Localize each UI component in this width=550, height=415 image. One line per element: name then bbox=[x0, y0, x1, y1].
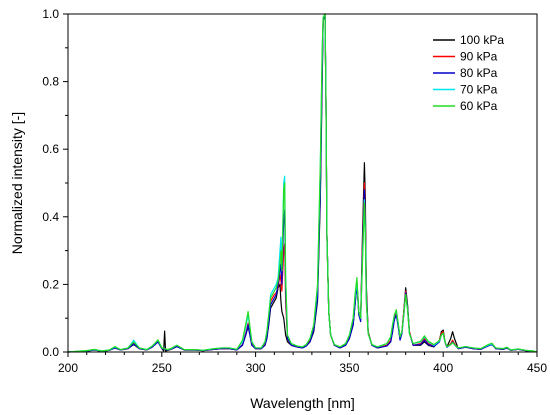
plot-frame bbox=[67, 13, 538, 353]
x-tick-label: 200 bbox=[58, 361, 78, 375]
legend-label: 70 kPa bbox=[460, 83, 498, 97]
legend-label: 60 kPa bbox=[460, 99, 498, 113]
series-line-1 bbox=[67, 13, 538, 353]
y-tick-label: 1.0 bbox=[42, 7, 59, 21]
y-tick-label: 0.8 bbox=[42, 75, 59, 89]
legend-label: 80 kPa bbox=[460, 66, 498, 80]
y-tick-label: 0.2 bbox=[42, 277, 59, 291]
y-tick-label: 0.4 bbox=[42, 210, 59, 224]
series-line-3 bbox=[67, 13, 538, 353]
x-axis-title: Wavelength [nm] bbox=[250, 395, 355, 411]
y-axis: 0.0 0.2 0.4 0.6 0.8 1.0 bbox=[42, 7, 68, 359]
y-tick-label: 0.6 bbox=[42, 142, 59, 156]
x-tick-label: 400 bbox=[433, 361, 453, 375]
y-tick-label: 0.0 bbox=[42, 345, 59, 359]
x-tick-label: 350 bbox=[339, 361, 359, 375]
x-tick-label: 300 bbox=[246, 361, 266, 375]
series-line-4 bbox=[67, 13, 538, 353]
legend: 100 kPa 90 kPa 80 kPa 70 kPa 60 kPa bbox=[433, 33, 504, 113]
series-line-2 bbox=[67, 13, 538, 353]
x-tick-label: 450 bbox=[527, 361, 547, 375]
x-tick-label: 250 bbox=[152, 361, 172, 375]
series-line-5 bbox=[67, 13, 538, 353]
y-axis-title: Normalized intensity [-] bbox=[9, 112, 25, 254]
series-layer bbox=[67, 13, 538, 353]
legend-label: 100 kPa bbox=[460, 33, 504, 47]
x-axis: 200 250 300 350 400 450 bbox=[58, 352, 547, 375]
legend-label: 90 kPa bbox=[460, 50, 498, 64]
